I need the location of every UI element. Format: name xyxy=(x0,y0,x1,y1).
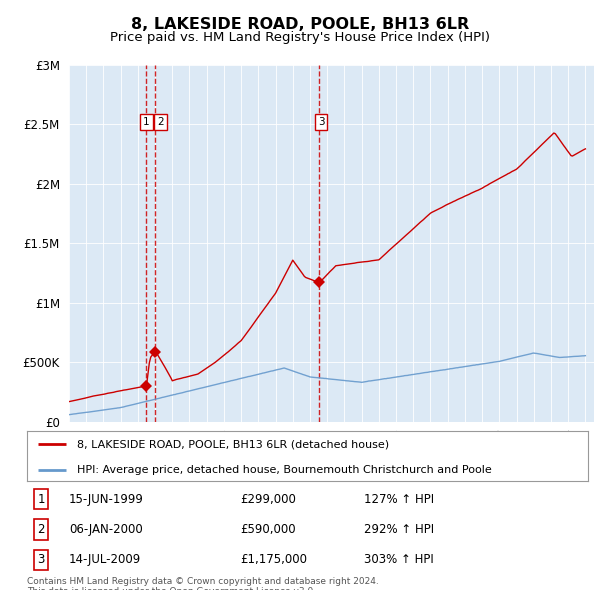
Text: 2: 2 xyxy=(37,523,45,536)
Text: 3: 3 xyxy=(317,117,325,127)
Text: 127% ↑ HPI: 127% ↑ HPI xyxy=(364,493,434,506)
Text: 15-JUN-1999: 15-JUN-1999 xyxy=(69,493,144,506)
Text: Contains HM Land Registry data © Crown copyright and database right 2024.
This d: Contains HM Land Registry data © Crown c… xyxy=(27,577,379,590)
Text: 1: 1 xyxy=(143,117,150,127)
Text: 3: 3 xyxy=(37,553,45,566)
Text: 292% ↑ HPI: 292% ↑ HPI xyxy=(364,523,434,536)
Text: 06-JAN-2000: 06-JAN-2000 xyxy=(69,523,143,536)
Text: Price paid vs. HM Land Registry's House Price Index (HPI): Price paid vs. HM Land Registry's House … xyxy=(110,31,490,44)
Text: £590,000: £590,000 xyxy=(240,523,296,536)
Text: £1,175,000: £1,175,000 xyxy=(240,553,307,566)
Text: 2: 2 xyxy=(157,117,164,127)
Text: £299,000: £299,000 xyxy=(240,493,296,506)
Text: HPI: Average price, detached house, Bournemouth Christchurch and Poole: HPI: Average price, detached house, Bour… xyxy=(77,465,492,475)
Text: 8, LAKESIDE ROAD, POOLE, BH13 6LR (detached house): 8, LAKESIDE ROAD, POOLE, BH13 6LR (detac… xyxy=(77,439,389,449)
Text: 1: 1 xyxy=(37,493,45,506)
Text: 14-JUL-2009: 14-JUL-2009 xyxy=(69,553,142,566)
Text: 8, LAKESIDE ROAD, POOLE, BH13 6LR: 8, LAKESIDE ROAD, POOLE, BH13 6LR xyxy=(131,17,469,31)
Text: 303% ↑ HPI: 303% ↑ HPI xyxy=(364,553,433,566)
